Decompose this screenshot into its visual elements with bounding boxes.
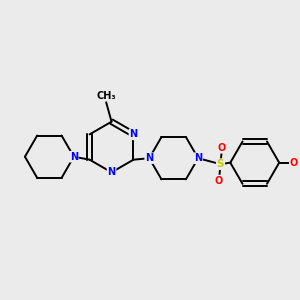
Text: N: N bbox=[194, 153, 202, 163]
Text: N: N bbox=[107, 167, 116, 177]
Text: CH₃: CH₃ bbox=[96, 91, 116, 101]
Text: O: O bbox=[215, 176, 223, 185]
Text: O: O bbox=[290, 158, 298, 168]
Text: O: O bbox=[218, 143, 226, 153]
Text: N: N bbox=[70, 152, 78, 162]
Text: N: N bbox=[129, 129, 137, 140]
Text: N: N bbox=[145, 153, 153, 163]
Text: S: S bbox=[217, 159, 224, 169]
